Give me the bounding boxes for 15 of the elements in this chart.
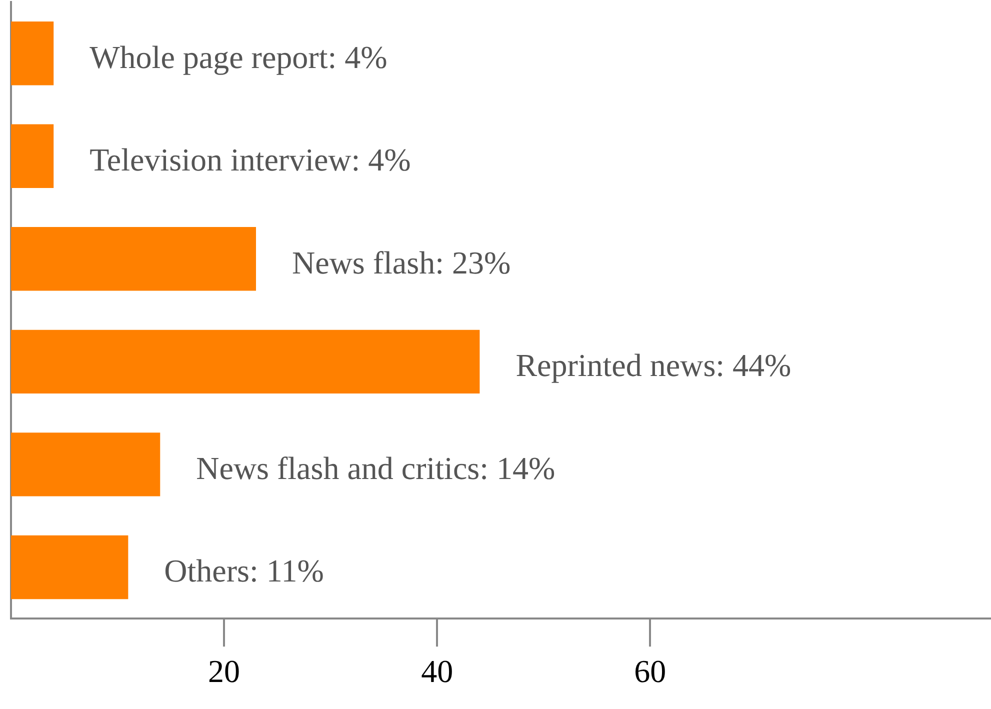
data-label: Others: 11% (164, 552, 324, 589)
bar (11, 227, 256, 291)
data-label: News flash and critics: 14% (196, 450, 556, 486)
data-label: News flash: 23% (292, 244, 511, 280)
data-label: Reprinted news: 44% (516, 347, 792, 384)
bar (11, 535, 128, 600)
x-tick-label: 60 (634, 653, 666, 690)
x-tick-label: 40 (421, 653, 454, 690)
bar (11, 330, 480, 394)
bar (11, 124, 54, 188)
data-label: Whole page report: 4% (90, 38, 388, 75)
x-tick-label: 20 (208, 653, 240, 690)
bar (11, 22, 54, 86)
data-label: Television interview: 4% (90, 142, 411, 178)
bar (11, 432, 160, 496)
